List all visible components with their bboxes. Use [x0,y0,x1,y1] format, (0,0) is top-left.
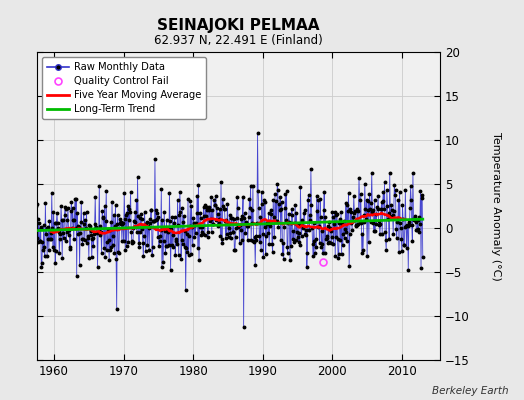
Text: 62.937 N, 22.491 E (Finland): 62.937 N, 22.491 E (Finland) [154,34,323,47]
Text: SEINAJOKI PELMAA: SEINAJOKI PELMAA [157,18,320,33]
Text: Berkeley Earth: Berkeley Earth [432,386,508,396]
Y-axis label: Temperature Anomaly (°C): Temperature Anomaly (°C) [490,132,500,280]
Legend: Raw Monthly Data, Quality Control Fail, Five Year Moving Average, Long-Term Tren: Raw Monthly Data, Quality Control Fail, … [42,57,206,119]
